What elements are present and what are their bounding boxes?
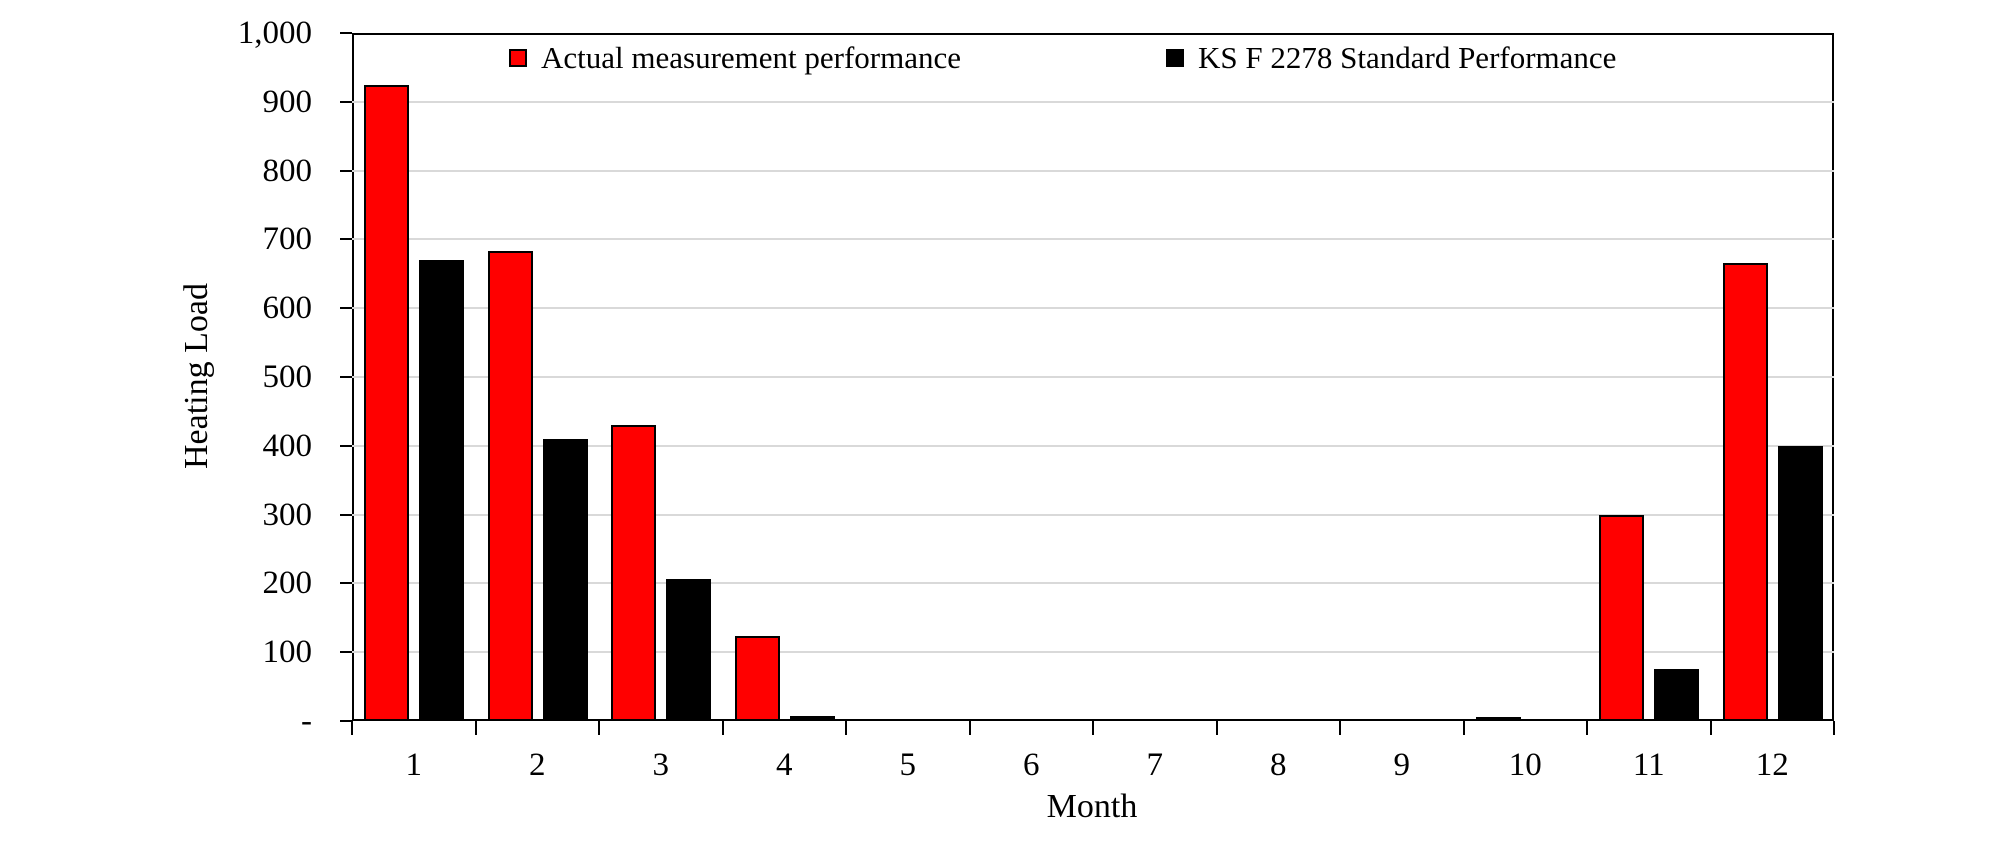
x-tick-label-2: 2 — [529, 747, 546, 783]
x-tick-label-5: 5 — [899, 747, 917, 783]
y-tick-label-500: 500 — [262, 359, 313, 395]
y-tick-label-400: 400 — [262, 427, 313, 464]
bar-month3-standard — [666, 578, 711, 721]
x-axis-tick-8 — [1339, 721, 1341, 735]
y-tick-label-100: 100 — [262, 634, 313, 671]
bar-month11-standard — [1654, 669, 1699, 721]
x-axis-tick-11 — [1709, 721, 1712, 735]
bar-month12-actual — [1722, 263, 1768, 721]
x-tick-label-10: 10 — [1508, 747, 1542, 783]
legend-item-standard: KS F 2278 Standard Performance — [1166, 40, 1616, 76]
y-axis-tick-700 — [340, 238, 352, 241]
gridline-900 — [352, 100, 1834, 103]
x-axis-tick-2 — [598, 721, 600, 735]
gridline-500 — [352, 376, 1834, 378]
gridline-400 — [352, 444, 1834, 447]
legend-swatch-actual-red — [509, 49, 527, 67]
x-axis-tick-0 — [351, 721, 353, 735]
x-axis-tick-1 — [474, 721, 477, 735]
gridline-300 — [352, 513, 1834, 516]
legend-item-actual: Actual measurement performance — [509, 40, 961, 76]
x-axis-tick-5 — [968, 721, 971, 735]
bar-month2-actual — [487, 251, 533, 721]
y-axis-tick-100 — [340, 651, 352, 654]
x-tick-label-4: 4 — [776, 747, 793, 783]
x-axis-tick-4 — [845, 721, 847, 735]
y-axis-tick-300 — [340, 513, 352, 516]
x-tick-label-8: 8 — [1270, 747, 1287, 783]
y-tick-label-600: 600 — [262, 290, 313, 327]
gridline-700 — [352, 238, 1834, 241]
y-axis-tick-900 — [340, 100, 352, 103]
gridline-100 — [352, 651, 1834, 654]
x-axis-title: Month — [1046, 788, 1138, 825]
legend-label-actual: Actual measurement performance — [541, 40, 962, 75]
legend-swatch-standard-black — [1166, 49, 1184, 67]
bar-month3-actual — [611, 425, 656, 721]
gridline-200 — [352, 582, 1834, 585]
x-axis-tick-9 — [1462, 721, 1465, 735]
y-tick-label-700: 700 — [262, 221, 313, 258]
y-tick-label-1000: 1,000 — [237, 15, 312, 51]
x-tick-label-7: 7 — [1146, 747, 1164, 783]
x-tick-label-11: 11 — [1632, 747, 1665, 783]
y-axis-tick-500 — [340, 376, 352, 378]
y-tick-label-0: - — [301, 703, 312, 739]
bar-month4-standard — [789, 716, 835, 721]
gridline-600 — [352, 307, 1834, 310]
y-tick-label-300: 300 — [262, 496, 313, 533]
y-axis-tick-800 — [340, 169, 352, 172]
x-axis-tick-3 — [721, 721, 724, 735]
x-axis-tick-12 — [1833, 721, 1835, 735]
bar-month12-standard — [1777, 445, 1823, 721]
x-tick-label-9: 9 — [1393, 747, 1411, 783]
x-tick-label-6: 6 — [1023, 747, 1040, 783]
legend-label-standard: KS F 2278 Standard Performance — [1198, 40, 1617, 75]
y-axis-tick-600 — [340, 307, 352, 310]
y-axis-tick-1000 — [340, 32, 352, 34]
bar-month4-actual — [734, 636, 780, 721]
x-axis-tick-6 — [1092, 721, 1094, 735]
bar-month1-actual — [364, 84, 409, 721]
x-tick-label-3: 3 — [652, 747, 670, 783]
y-tick-label-200: 200 — [262, 565, 313, 602]
x-axis-tick-7 — [1215, 721, 1218, 735]
x-tick-label-12: 12 — [1755, 747, 1789, 783]
gridline-800 — [352, 169, 1834, 172]
y-axis-tick-400 — [340, 444, 352, 447]
bar-month11-actual — [1599, 514, 1644, 721]
x-tick-label-1: 1 — [405, 747, 423, 783]
y-axis-tick-0 — [340, 720, 352, 722]
x-axis-tick-10 — [1586, 721, 1588, 735]
bar-month1-standard — [419, 260, 464, 721]
y-tick-label-900: 900 — [262, 83, 313, 120]
bar-month2-standard — [542, 438, 588, 721]
y-axis-title: Heating Load — [178, 283, 215, 469]
y-axis-tick-200 — [340, 582, 352, 585]
bar-month10-actual — [1475, 717, 1521, 721]
y-tick-label-800: 800 — [262, 152, 313, 189]
